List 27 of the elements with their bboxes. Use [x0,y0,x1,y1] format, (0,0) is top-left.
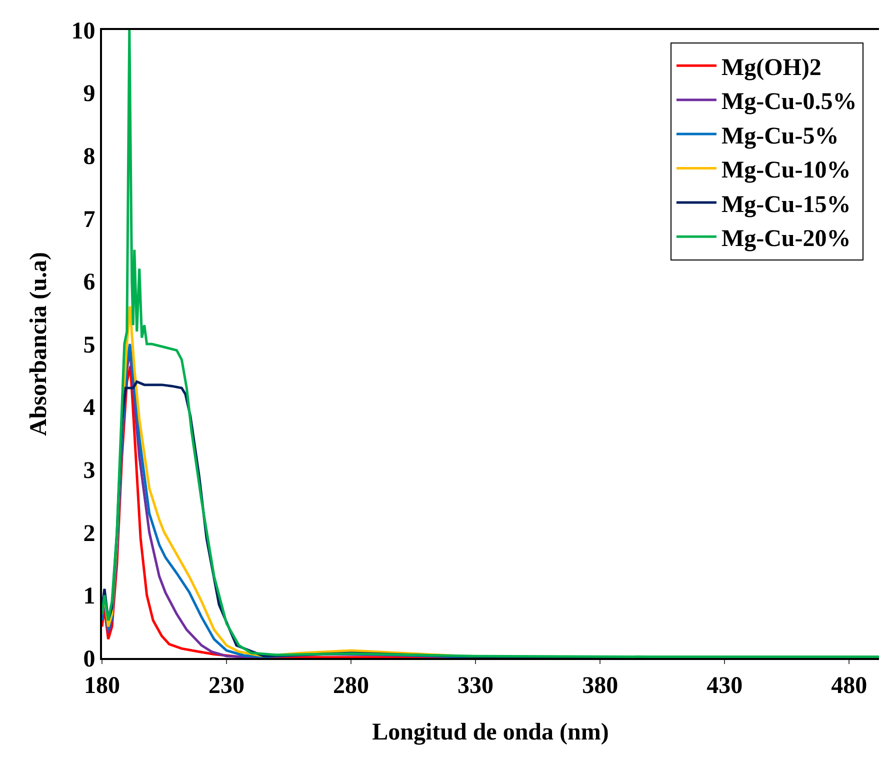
x-tick-label: 380 [582,672,618,699]
y-tick-label: 2 [83,520,96,547]
legend-label: Mg-Cu-15% [721,192,851,218]
legend-label: Mg-Cu-5% [721,123,839,150]
y-tick-label: 9 [83,81,96,108]
y-tick-label: 6 [83,270,96,296]
line-series [102,30,879,658]
legend-label: Mg-Cu-0.5% [721,89,857,116]
y-tick-label: 5 [83,332,96,358]
y-tick-label: 0 [83,646,96,672]
y-tick-label: 1 [83,584,96,610]
y-tick-label: 4 [83,395,96,422]
x-tick-label: 180 [84,672,120,699]
y-tick-label: 8 [83,144,96,170]
x-tick-label: 330 [458,672,494,699]
x-axis-title: Longitud de onda (nm) [372,720,609,746]
y-axis-title: Absorbancia (u.a) [26,252,52,436]
x-tick-label: 480 [831,672,868,699]
x-tick-label: 430 [706,672,743,699]
y-tick-label: 7 [83,206,96,233]
y-tick-label: 10 [71,18,96,44]
legend-label: Mg-Cu-20% [721,226,851,252]
x-tick-label: 230 [208,672,245,699]
legend-label: Mg-Cu-10% [721,158,851,184]
legend-label: Mg(OH)2 [721,55,822,82]
y-tick-label: 3 [83,458,96,484]
x-tick-label: 280 [333,672,370,699]
